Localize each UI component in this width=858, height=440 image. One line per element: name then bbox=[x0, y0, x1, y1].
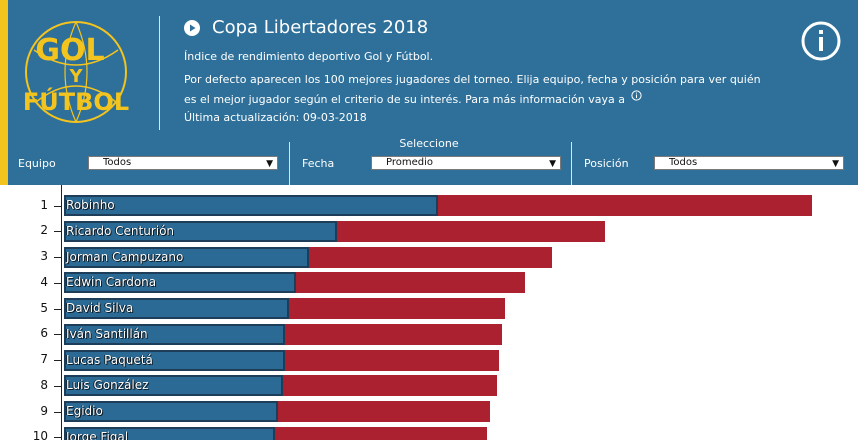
rank-label: 8 bbox=[40, 377, 48, 392]
bar-component[interactable] bbox=[64, 323, 286, 345]
axis-tick bbox=[54, 334, 61, 336]
axis-tick bbox=[54, 257, 61, 258]
fecha-selected-value: Promedio bbox=[386, 157, 434, 168]
rank-label: 6 bbox=[40, 326, 48, 341]
rank-label: 7 bbox=[40, 352, 48, 366]
rank-label: 2 bbox=[40, 223, 48, 238]
fecha-select[interactable]: Promedio ▼ bbox=[371, 156, 561, 170]
gol-y-futbol-logo: GOL Y FÚTBOL bbox=[23, 21, 129, 123]
axis-tick bbox=[54, 360, 61, 361]
equipo-label: Equipo bbox=[18, 157, 56, 170]
player-name-label: Jorman Campuzano bbox=[66, 249, 184, 264]
player-name-label: Lucas Paquetá bbox=[66, 352, 153, 367]
axis-tick bbox=[54, 385, 61, 387]
chevron-down-icon: ▼ bbox=[549, 159, 556, 169]
axis-tick bbox=[54, 205, 61, 207]
header-divider bbox=[159, 16, 160, 130]
player-name-label: Jorge Figal bbox=[66, 429, 129, 440]
rank-label: 10 bbox=[32, 429, 48, 440]
bar-component[interactable] bbox=[64, 401, 278, 422]
equipo-selected-value: Todos bbox=[103, 157, 132, 168]
page-subtitle: Índice de rendimiento deportivo Gol y Fú… bbox=[184, 50, 434, 63]
posicion-label: Posición bbox=[584, 157, 629, 170]
player-name-label: Edwin Cardona bbox=[66, 275, 157, 290]
bar-component[interactable] bbox=[64, 298, 290, 319]
player-ranking-chart: 1 Robinho 2 Ricardo Centurión 3 Jorman Campuz… bbox=[0, 185, 858, 440]
player-name-label: Iván Santillán bbox=[66, 326, 148, 341]
description-text: Por defecto aparecen los 100 mejores jug… bbox=[184, 73, 761, 106]
logo-word-futbol: FÚTBOL bbox=[23, 86, 129, 116]
rank-label: 5 bbox=[40, 300, 48, 315]
axis-tick bbox=[54, 282, 61, 284]
axis-tick bbox=[54, 437, 61, 439]
filters-heading: Seleccione bbox=[399, 137, 459, 150]
page-description: Por defecto aparecen los 100 mejores jug… bbox=[184, 70, 774, 110]
player-name-label: Luis González bbox=[66, 378, 149, 393]
bar-component[interactable] bbox=[64, 375, 284, 397]
logo-word-gol: GOL bbox=[35, 33, 104, 68]
rank-label: 1 bbox=[40, 197, 48, 212]
equipo-select[interactable]: Todos ▼ bbox=[88, 156, 278, 170]
page-title: Copa Libertadores 2018 bbox=[212, 17, 429, 38]
player-name-label: Robinho bbox=[66, 198, 115, 212]
play-circle-icon bbox=[184, 19, 200, 36]
bar-component[interactable] bbox=[64, 426, 275, 440]
info-link-icon[interactable] bbox=[631, 90, 643, 101]
player-name-label: Egidio bbox=[66, 404, 103, 418]
bar-component[interactable] bbox=[64, 195, 438, 216]
bar-component[interactable] bbox=[64, 349, 285, 371]
posicion-selected-value: Todos bbox=[669, 157, 698, 168]
header-banner: GOL Y FÚTBOL Copa Libertadores 2018 Índi… bbox=[0, 0, 858, 185]
axis-tick bbox=[54, 411, 61, 413]
fecha-label: Fecha bbox=[302, 157, 335, 170]
filter-divider bbox=[289, 142, 290, 185]
bar-component[interactable] bbox=[64, 272, 296, 294]
bar-component[interactable] bbox=[64, 220, 338, 242]
bar-component[interactable] bbox=[64, 246, 310, 268]
accent-strip bbox=[0, 0, 8, 185]
rank-label: 3 bbox=[40, 249, 48, 263]
y-axis-line bbox=[61, 185, 62, 440]
last-updated: Última actualización: 09-03-2018 bbox=[184, 111, 367, 124]
rank-label: 4 bbox=[40, 274, 48, 289]
axis-tick bbox=[54, 308, 61, 310]
player-name-label: Ricardo Centurión bbox=[66, 223, 175, 238]
posicion-select[interactable]: Todos ▼ bbox=[654, 156, 844, 170]
axis-tick bbox=[54, 231, 61, 233]
rank-label: 9 bbox=[40, 403, 48, 418]
logo-word-y: Y bbox=[68, 66, 83, 87]
filter-divider bbox=[571, 142, 572, 185]
player-name-label: David Silva bbox=[66, 301, 134, 315]
info-icon[interactable] bbox=[800, 20, 842, 62]
chevron-down-icon: ▼ bbox=[266, 159, 273, 169]
title-row: Copa Libertadores 2018 bbox=[184, 17, 428, 38]
chevron-down-icon: ▼ bbox=[832, 159, 839, 169]
